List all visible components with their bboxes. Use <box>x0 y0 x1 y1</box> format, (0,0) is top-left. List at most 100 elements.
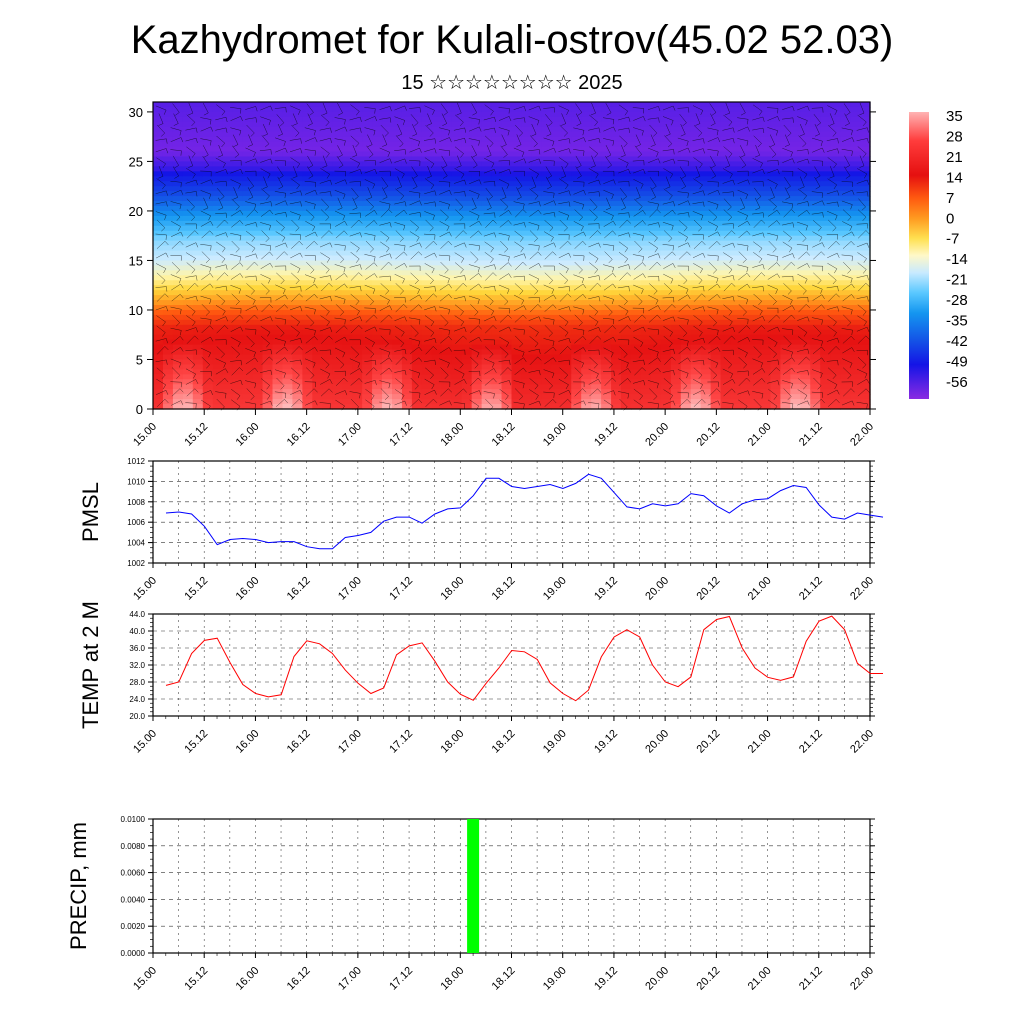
heatmap-cell <box>730 290 742 296</box>
heatmap-cell <box>561 384 572 390</box>
heatmap-cell <box>222 314 234 321</box>
heatmap-cell <box>780 379 791 385</box>
heatmap-cell <box>710 334 722 341</box>
heatmap-cell <box>710 300 722 306</box>
heatmap-cell <box>750 305 762 311</box>
heatmap-cell <box>561 339 572 346</box>
heatmap-cell <box>700 196 712 202</box>
wind-barb-flag <box>284 346 288 352</box>
wind-barb <box>260 316 271 322</box>
heatmap-cell <box>660 285 672 291</box>
wind-barb-flag <box>166 138 168 144</box>
heatmap-cell <box>242 329 254 336</box>
heatmap-cell <box>441 131 453 138</box>
heatmap-cell <box>551 314 562 321</box>
heatmap-cell <box>790 265 801 271</box>
heatmap-cell <box>800 131 811 138</box>
heatmap-cell <box>850 116 861 123</box>
wind-barb-flag <box>195 138 198 144</box>
heatmap-cell <box>153 329 164 336</box>
wind-barb-flag <box>205 259 210 264</box>
heatmap-cell <box>631 245 642 252</box>
heatmap-cell <box>182 205 194 212</box>
heatmap-cell <box>830 171 841 177</box>
heatmap-cell <box>561 171 572 177</box>
heatmap-cell <box>680 176 692 182</box>
heatmap-cell <box>322 220 333 227</box>
heatmap-cell <box>172 394 184 400</box>
heatmap-cell <box>511 309 523 316</box>
wind-barb <box>170 306 182 310</box>
heatmap-cell <box>491 265 503 271</box>
heatmap-cell <box>640 394 652 400</box>
heatmap-cell <box>292 215 303 222</box>
heatmap-cell <box>810 290 821 296</box>
heatmap-cell <box>611 225 622 232</box>
heatmap-cell <box>282 121 294 128</box>
heatmap-cell <box>800 225 811 232</box>
heatmap-cell <box>162 334 174 341</box>
heatmap-cell <box>571 161 582 167</box>
heatmap-cell <box>770 146 781 153</box>
heatmap-cell <box>192 399 204 405</box>
heatmap-cell <box>601 141 612 148</box>
heatmap-cell <box>720 146 732 153</box>
wind-barb-flag <box>166 338 168 344</box>
heatmap-cell <box>202 275 214 281</box>
heatmap-cell <box>212 235 224 242</box>
heatmap-cell <box>571 255 582 262</box>
heatmap-cell <box>631 146 642 153</box>
heatmap-cell <box>780 399 791 405</box>
heatmap-cell <box>431 265 443 271</box>
heatmap-cell <box>431 161 443 167</box>
heatmap-cell <box>222 334 234 341</box>
heatmap-cell <box>312 235 323 242</box>
heatmap-cell <box>581 215 592 222</box>
heatmap-cell <box>272 181 284 187</box>
heatmap-cell <box>401 225 413 232</box>
heatmap-cell <box>461 374 473 380</box>
heatmap-cell <box>660 270 672 276</box>
heatmap-cell <box>830 275 841 281</box>
heatmap-cell <box>670 379 682 385</box>
heatmap-cell <box>631 374 642 380</box>
heatmap-cell <box>611 230 622 237</box>
heatmap-cell <box>441 394 453 400</box>
heatmap-cell <box>740 176 752 182</box>
heatmap-cell <box>441 389 453 395</box>
heatmap-cell <box>601 285 612 291</box>
heatmap-cell <box>670 280 682 286</box>
wind-barb <box>170 149 182 151</box>
heatmap-cell <box>720 300 732 306</box>
heatmap-cell <box>491 186 503 192</box>
heatmap-cell <box>511 121 523 128</box>
heatmap-cell <box>272 141 284 148</box>
heatmap-cell <box>182 344 194 351</box>
heatmap-cell <box>262 121 274 128</box>
heatmap-cell <box>411 265 423 271</box>
heatmap-cell <box>421 141 433 148</box>
heatmap-cell <box>282 235 294 242</box>
heatmap-cell <box>650 290 662 296</box>
heatmap-cell <box>401 374 413 380</box>
heatmap-cell <box>710 240 722 247</box>
heatmap-cell <box>720 116 732 123</box>
heatmap-cell <box>810 106 821 113</box>
heatmap-cell <box>421 300 433 306</box>
heatmap-cell <box>710 260 722 266</box>
wind-barb <box>245 241 256 249</box>
heatmap-cell <box>840 300 851 306</box>
heatmap-cell <box>481 111 493 118</box>
heatmap-cell <box>272 176 284 182</box>
heatmap-cell <box>192 215 204 222</box>
heatmap-cell <box>202 210 214 217</box>
heatmap-cell <box>481 260 493 266</box>
heatmap-cell <box>591 111 602 118</box>
wind-barb-flag <box>280 333 285 337</box>
heatmap-cell <box>362 349 373 356</box>
heatmap-cell <box>461 245 473 252</box>
wind-barb-flag <box>194 388 199 393</box>
heatmap-cell <box>551 290 562 296</box>
heatmap-cell <box>162 394 174 400</box>
heatmap-cell <box>730 394 742 400</box>
